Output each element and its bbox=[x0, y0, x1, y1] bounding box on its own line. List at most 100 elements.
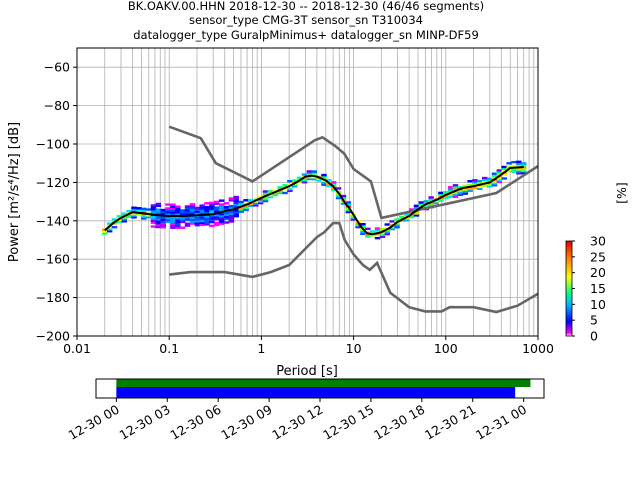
psd-cell bbox=[223, 213, 230, 217]
psd-cell bbox=[189, 220, 196, 223]
psd-cell bbox=[204, 219, 210, 222]
psd-cell bbox=[496, 176, 503, 180]
chart-title-line-1: BK.OAKV.00.HHN 2018-12-30 -- 2018-12-30 … bbox=[128, 0, 484, 13]
psd-cell bbox=[170, 216, 176, 220]
psd-cell bbox=[257, 201, 264, 205]
colorbar-tick-label: 0 bbox=[590, 329, 598, 344]
psd-cell bbox=[131, 208, 137, 211]
psd-cell bbox=[423, 200, 430, 203]
psd-cell bbox=[209, 201, 215, 205]
psd-cell bbox=[374, 236, 381, 240]
psd-cell bbox=[204, 217, 210, 220]
psd-cell bbox=[491, 182, 498, 185]
psd-cell bbox=[170, 222, 176, 226]
psd-cell bbox=[179, 226, 186, 229]
low-noise-model-line bbox=[169, 221, 539, 314]
x-tick-label: 100 bbox=[434, 341, 458, 356]
psd-cell bbox=[223, 202, 230, 205]
x-tick-label: 10 bbox=[346, 341, 362, 356]
psd-cell bbox=[155, 212, 162, 215]
coverage-tick-label: 12-30 09 bbox=[218, 402, 274, 443]
psd-cell bbox=[170, 203, 176, 206]
psd-cell bbox=[233, 195, 240, 199]
psd-cell bbox=[179, 209, 186, 212]
psd-cell bbox=[214, 216, 220, 219]
psd-cell bbox=[233, 209, 240, 212]
mode-line-path bbox=[104, 166, 524, 236]
psd-cell bbox=[404, 219, 410, 222]
psd-cell bbox=[365, 233, 371, 236]
psd-cell bbox=[150, 206, 157, 209]
psd-cell bbox=[253, 202, 259, 205]
psd-cell bbox=[326, 184, 332, 188]
psd-cell bbox=[189, 210, 196, 214]
psd-cell bbox=[126, 209, 132, 213]
psd-cell bbox=[102, 232, 108, 235]
psd-cell bbox=[126, 215, 132, 219]
psd-cell bbox=[131, 212, 137, 215]
psd-cell bbox=[175, 226, 181, 229]
psd-cell bbox=[189, 205, 196, 208]
psd-cell bbox=[194, 210, 201, 213]
psd-cell bbox=[140, 213, 147, 216]
psd-cell bbox=[301, 181, 308, 184]
y-tick-label: −160 bbox=[36, 252, 70, 267]
psd-cell bbox=[218, 218, 225, 222]
psd-cell bbox=[467, 183, 473, 187]
psd-cell bbox=[379, 233, 386, 237]
psd-cell bbox=[170, 213, 176, 216]
psd-cell bbox=[287, 180, 293, 183]
psd-cell bbox=[282, 184, 288, 187]
psd-cell bbox=[520, 167, 527, 171]
psd-cell bbox=[477, 187, 483, 190]
psd-cell bbox=[150, 211, 157, 215]
psd-cell bbox=[413, 206, 420, 209]
psd-cell bbox=[452, 193, 459, 197]
psd-cell bbox=[482, 180, 488, 184]
psd-cell bbox=[150, 225, 157, 228]
chart-title-line-2: sensor_type CMG-3T sensor_sn T310034 bbox=[189, 13, 423, 27]
psd-cell bbox=[506, 169, 512, 173]
psd-cell bbox=[365, 227, 371, 231]
psd-cell bbox=[452, 184, 459, 187]
psd-cell bbox=[238, 210, 244, 213]
psd-cell bbox=[462, 192, 468, 195]
psd-cell bbox=[404, 213, 410, 216]
psd-cell bbox=[228, 220, 235, 223]
psd-cell bbox=[506, 165, 512, 169]
psd-cell bbox=[306, 170, 313, 173]
psd-cell bbox=[272, 191, 278, 195]
psd-cell bbox=[218, 222, 225, 225]
psd-cell bbox=[287, 187, 293, 191]
psd-cell bbox=[199, 204, 205, 207]
psd-cell bbox=[209, 211, 215, 214]
psd-cell bbox=[335, 187, 342, 190]
psd-cell bbox=[189, 206, 196, 210]
psd-cell bbox=[482, 178, 488, 182]
psd-cell bbox=[345, 208, 352, 212]
psd-cell bbox=[228, 212, 235, 215]
psd-cell bbox=[194, 206, 201, 210]
psd-cell bbox=[223, 221, 230, 224]
psd-cell bbox=[214, 200, 220, 204]
psd-cell bbox=[228, 204, 235, 208]
psd-cell bbox=[389, 220, 395, 223]
y-axis-ticks: −60 −80 −100 −120 −140 −160 −180 −200 bbox=[36, 60, 77, 344]
psd-cell bbox=[238, 200, 244, 204]
psd-cell bbox=[165, 213, 171, 216]
psd-cell bbox=[486, 179, 493, 182]
psd-cell bbox=[486, 185, 493, 188]
psd-cell bbox=[467, 180, 473, 183]
psd-cell bbox=[257, 199, 264, 203]
psd-cell bbox=[472, 181, 478, 184]
psd-cell bbox=[326, 178, 332, 182]
psd-cell bbox=[428, 203, 434, 207]
psd-cell bbox=[321, 179, 327, 183]
psd-cell bbox=[472, 186, 478, 190]
psd-cell bbox=[384, 223, 391, 226]
psd-cell bbox=[111, 218, 118, 221]
psd-cell bbox=[175, 207, 181, 210]
psd-cell bbox=[438, 191, 444, 195]
psd-cell bbox=[160, 226, 166, 229]
